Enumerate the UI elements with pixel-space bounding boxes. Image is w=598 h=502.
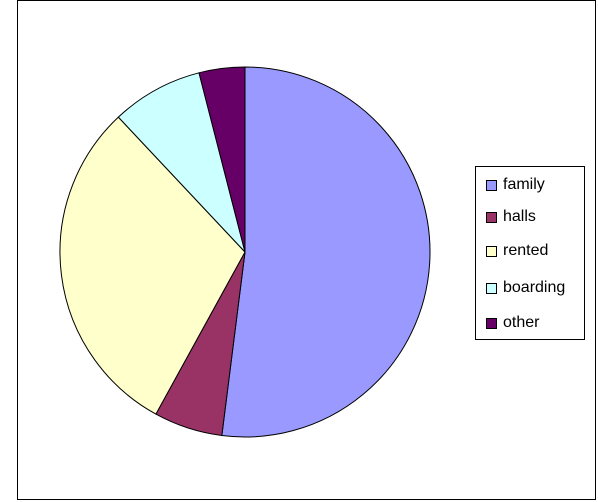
legend-swatch-halls [486,211,497,223]
pie-slice-boarding [117,72,246,253]
legend-item-boarding: boarding [486,278,565,298]
legend-item-halls: halls [486,207,536,227]
legend-swatch-boarding [486,282,497,294]
pie-slice-other [198,66,246,253]
legend-item-family: family [486,175,545,195]
legend-label-boarding: boarding [503,279,566,296]
legend-item-rented: rented [486,241,548,261]
legend-label-rented: rented [503,242,549,259]
legend-label-other: other [503,314,540,331]
legend-swatch-family [486,179,497,191]
legend-label-halls: halls [503,208,536,225]
legend-swatch-rented [486,245,497,257]
legend-swatch-other [486,317,497,329]
legend: family halls rented boarding other [475,166,585,340]
pie-slice-rented [59,116,246,415]
legend-label-family: family [503,176,545,193]
pie-slice-family [221,66,431,438]
legend-item-other: other [486,313,539,333]
